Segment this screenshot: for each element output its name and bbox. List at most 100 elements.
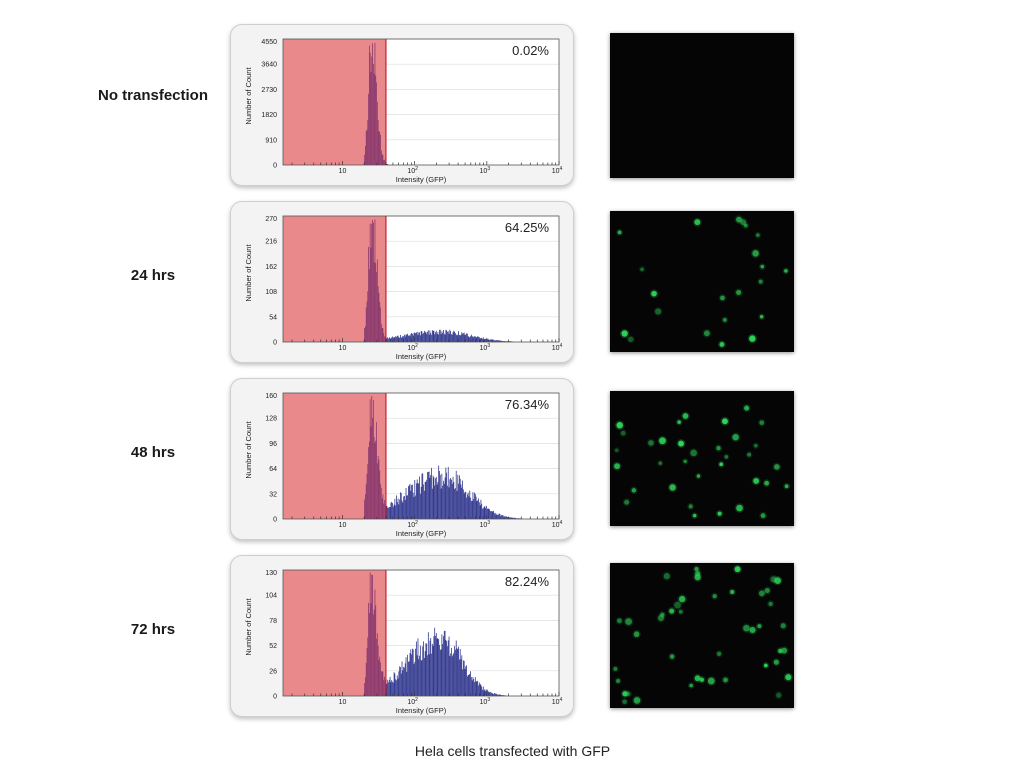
- histogram-bin: [433, 330, 435, 342]
- histogram-bin: [454, 488, 456, 519]
- histogram-bin: [507, 517, 509, 519]
- gfp-cell: [694, 574, 701, 581]
- histogram-bin: [394, 498, 396, 519]
- gfp-cell: [760, 513, 766, 518]
- histogram-bin: [364, 326, 366, 342]
- histogram-bin: [366, 301, 368, 342]
- gfp-cell: [758, 590, 765, 597]
- histogram-bin: [465, 334, 467, 342]
- histogram-bin: [373, 73, 375, 165]
- histogram-bin: [379, 656, 381, 696]
- histogram-bin: [478, 336, 479, 342]
- histogram-bin: [466, 497, 467, 519]
- gfp-cell: [616, 618, 622, 624]
- histogram-bin: [441, 634, 443, 696]
- histogram-panel-48-hrs: 10 102 103 104 Intensity (GFP) 0 32 64 96 128 160 N…: [230, 378, 574, 540]
- x-tick-label: 104: [552, 520, 563, 529]
- histogram-bin: [432, 645, 434, 696]
- gfp-cell: [613, 666, 618, 671]
- histogram-bin: [451, 483, 453, 519]
- histogram-bin: [380, 307, 381, 342]
- histogram-bin: [392, 336, 393, 342]
- gfp-cell: [678, 609, 683, 614]
- histogram-bin: [403, 666, 405, 696]
- histogram-bin: [431, 643, 433, 696]
- micrograph-no-transfection: [610, 33, 794, 178]
- gfp-cell: [764, 588, 770, 594]
- x-tick-label: 104: [552, 166, 563, 175]
- histogram-bin: [460, 334, 462, 342]
- histogram-bin: [476, 501, 478, 519]
- gfp-cell: [736, 289, 742, 296]
- histogram-bin: [477, 500, 479, 519]
- histogram-bin: [393, 337, 395, 342]
- histogram-bin: [375, 75, 377, 165]
- histogram-bin: [379, 470, 381, 519]
- gfp-cell-glow: [774, 691, 783, 700]
- histogram-bin: [399, 337, 401, 342]
- histogram-bin: [499, 514, 501, 519]
- histogram-bin: [415, 641, 417, 696]
- histogram-bin: [470, 336, 471, 342]
- histogram-bin: [475, 496, 477, 519]
- x-tick-label: 10: [339, 168, 347, 175]
- histogram-bin: [477, 680, 479, 696]
- histogram-bin: [377, 286, 379, 342]
- histogram-bin: [387, 164, 389, 165]
- histogram-bin: [392, 337, 394, 342]
- histogram-bin: [496, 694, 498, 696]
- histogram-bin: [458, 483, 459, 519]
- gfp-cell: [721, 418, 728, 425]
- gfp-cell: [624, 499, 630, 505]
- histogram-bin: [407, 495, 409, 519]
- histogram-bin: [445, 639, 447, 696]
- gfp-cell: [622, 699, 627, 705]
- histogram-bin: [427, 331, 428, 342]
- histogram-bin: [427, 472, 428, 519]
- histogram-bin: [419, 655, 420, 696]
- gfp-cell: [753, 443, 758, 448]
- gfp-cell: [716, 651, 722, 656]
- histogram-bin: [471, 680, 473, 696]
- histogram-bars: [364, 42, 389, 166]
- histogram-bin: [415, 332, 417, 342]
- histogram-bin: [370, 247, 372, 342]
- histogram-bin: [390, 682, 392, 696]
- gfp-cell: [616, 678, 621, 683]
- histogram-bin: [457, 334, 459, 342]
- histogram-panel-no-transfection: 10 102 103 104 Intensity (GFP) 0 910 1820 2730 36…: [230, 24, 574, 186]
- histogram-bin: [415, 483, 417, 519]
- histogram-bin: [505, 516, 506, 519]
- histogram-bin: [443, 330, 444, 342]
- histogram-bin: [418, 659, 420, 696]
- histogram-bin: [454, 331, 456, 342]
- histogram-bin: [439, 470, 440, 519]
- histogram-bin: [364, 327, 365, 342]
- histogram-bin: [480, 499, 482, 519]
- histogram-bin: [474, 494, 476, 519]
- histogram-bin: [420, 331, 422, 342]
- histogram-bin: [420, 486, 422, 519]
- histogram-bin: [500, 694, 502, 696]
- histogram-bin: [392, 503, 393, 519]
- histogram-bin: [456, 648, 458, 696]
- histogram-bin: [456, 490, 458, 519]
- histogram-bin: [375, 263, 377, 342]
- histogram-bin: [494, 340, 496, 342]
- histogram-bin: [408, 661, 409, 696]
- histogram-bin: [502, 341, 504, 342]
- histogram-bin: [384, 679, 386, 696]
- histogram-bin: [425, 643, 427, 696]
- histogram-bin: [376, 259, 378, 342]
- histogram-bin: [483, 690, 485, 696]
- histogram-bin: [494, 512, 496, 519]
- gfp-cell-glow: [626, 335, 636, 344]
- x-tick-label: 102: [407, 166, 418, 175]
- gfp-cell: [749, 335, 756, 342]
- gfp-cell: [621, 330, 628, 337]
- histogram-bin: [437, 332, 439, 342]
- gfp-cell: [633, 697, 641, 704]
- histogram-bin: [425, 481, 427, 519]
- gfp-cell-glow: [653, 306, 663, 317]
- histogram-bin: [382, 155, 384, 165]
